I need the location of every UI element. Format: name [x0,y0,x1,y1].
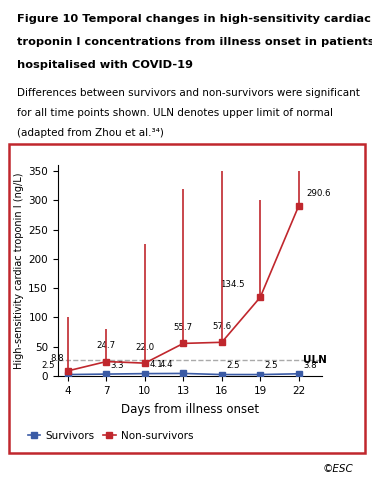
Text: hospitalised with COVID-19: hospitalised with COVID-19 [17,60,193,70]
Text: 2.5: 2.5 [226,361,240,370]
Text: 57.6: 57.6 [212,322,231,331]
X-axis label: Days from illness onset: Days from illness onset [121,403,259,416]
Legend: Survivors, Non-survivors: Survivors, Non-survivors [24,427,198,445]
Text: troponin I concentrations from illness onset in patients: troponin I concentrations from illness o… [17,37,372,47]
Text: ©ESC: ©ESC [323,464,353,474]
Text: (adapted from Zhou et al.³⁴): (adapted from Zhou et al.³⁴) [17,128,164,138]
Text: 2.5: 2.5 [264,361,278,370]
Text: 290.6: 290.6 [306,189,330,197]
Text: 3.3: 3.3 [111,361,124,370]
Text: 55.7: 55.7 [174,323,193,332]
Text: 4.4: 4.4 [160,360,173,369]
Text: Differences between survivors and non-survivors were significant: Differences between survivors and non-su… [17,88,360,98]
Text: 134.5: 134.5 [220,280,245,289]
Y-axis label: High-sensitivity cardiac troponin I (ng/L): High-sensitivity cardiac troponin I (ng/… [14,172,24,369]
Text: for all time points shown. ULN denotes upper limit of normal: for all time points shown. ULN denotes u… [17,108,333,118]
Text: Figure 10 Temporal changes in high-sensitivity cardiac: Figure 10 Temporal changes in high-sensi… [17,14,371,24]
Text: 4.1: 4.1 [149,361,163,369]
Text: 2.5: 2.5 [42,361,55,370]
Text: 24.7: 24.7 [97,342,116,351]
Text: 8.8: 8.8 [50,354,64,363]
Text: 22.0: 22.0 [135,343,154,352]
Text: ULN: ULN [303,354,327,365]
Text: 3.8: 3.8 [303,361,317,370]
